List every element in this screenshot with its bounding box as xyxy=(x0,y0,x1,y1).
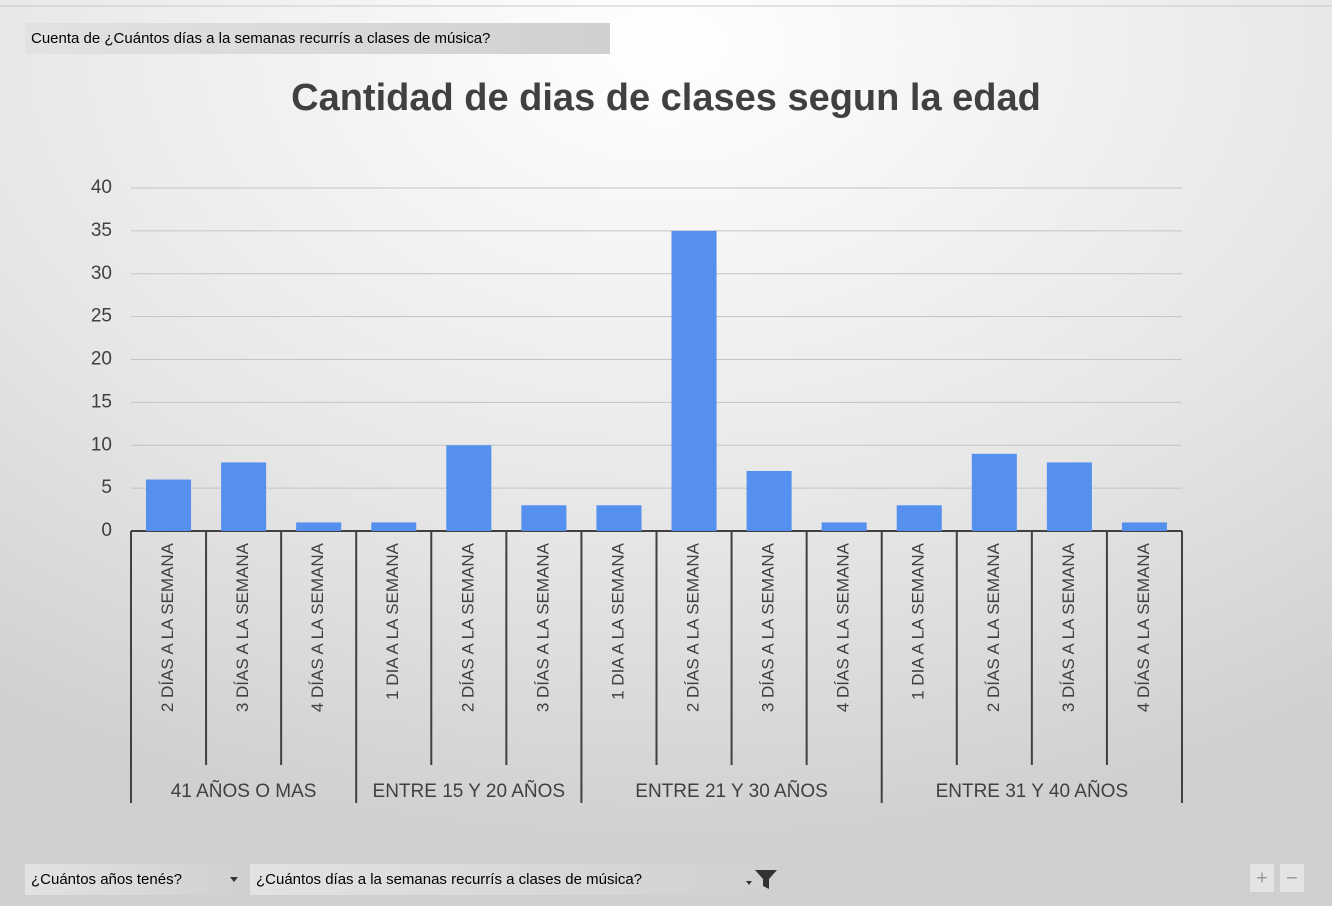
bar xyxy=(296,522,342,531)
bar xyxy=(821,522,867,531)
x-tick-label: 4 DÍAS A LA SEMANA xyxy=(308,542,327,712)
field-button-label[interactable]: ¿Cuántos días a la semanas recurrís a cl… xyxy=(256,871,642,888)
group-label: 41 AÑOS O MAS xyxy=(171,780,317,802)
bar xyxy=(1121,522,1167,531)
bar xyxy=(446,445,492,531)
x-tick-label: 2 DÍAS A LA SEMANA xyxy=(458,542,477,712)
bar xyxy=(971,453,1017,531)
zoom-out[interactable]: − xyxy=(1286,867,1298,889)
x-tick-label: 3 DÍAS A LA SEMANA xyxy=(533,542,552,712)
x-tick-label: 4 DÍAS A LA SEMANA xyxy=(1134,542,1153,712)
field-button[interactable] xyxy=(250,864,785,895)
group-label: ENTRE 15 Y 20 AÑOS xyxy=(373,780,566,802)
chart-title: Cantidad de dias de clases segun la edad xyxy=(291,77,1041,119)
bar xyxy=(896,505,942,531)
bar xyxy=(746,470,792,531)
y-tick-label: 30 xyxy=(91,263,112,284)
field-button-label[interactable]: Cuenta de ¿Cuántos días a la semanas rec… xyxy=(31,30,490,47)
y-tick-label: 10 xyxy=(91,434,112,455)
bar xyxy=(146,479,192,531)
x-tick-label: 2 DÍAS A LA SEMANA xyxy=(158,542,177,712)
x-tick-label: 4 DÍAS A LA SEMANA xyxy=(834,542,853,712)
x-tick-label: 2 DÍAS A LA SEMANA xyxy=(684,542,703,712)
dropdown-icon[interactable] xyxy=(230,877,238,882)
x-tick-label: 2 DÍAS A LA SEMANA xyxy=(984,542,1003,712)
y-tick-label: 35 xyxy=(91,220,112,241)
bar xyxy=(521,505,567,531)
x-tick-label: 1 DIA A LA SEMANA xyxy=(608,542,627,700)
bar xyxy=(221,462,267,531)
y-tick-label: 5 xyxy=(101,477,112,498)
bar xyxy=(1046,462,1092,531)
field-button[interactable] xyxy=(25,23,610,54)
y-tick-label: 25 xyxy=(91,306,112,327)
bar xyxy=(371,522,417,531)
zoom-button[interactable] xyxy=(1250,864,1274,892)
x-tick-label: 1 DIA A LA SEMANA xyxy=(909,542,928,700)
filter-icon[interactable] xyxy=(746,870,777,889)
x-tick-label: 3 DÍAS A LA SEMANA xyxy=(1059,542,1078,712)
field-button-label[interactable]: ¿Cuántos años tenés? xyxy=(31,871,182,888)
x-tick-label: 3 DÍAS A LA SEMANA xyxy=(233,542,252,712)
x-tick-label: 3 DÍAS A LA SEMANA xyxy=(759,542,778,712)
group-label: ENTRE 21 Y 30 AÑOS xyxy=(635,780,828,802)
y-tick-label: 15 xyxy=(91,391,112,412)
y-tick-label: 20 xyxy=(91,349,112,370)
field-button[interactable] xyxy=(25,864,248,895)
bar xyxy=(596,505,642,531)
bar xyxy=(671,230,717,531)
y-tick-label: 40 xyxy=(91,177,112,198)
x-tick-label: 1 DIA A LA SEMANA xyxy=(383,542,402,700)
zoom-button[interactable] xyxy=(1280,864,1304,892)
y-tick-label: 0 xyxy=(101,520,112,541)
group-label: ENTRE 31 Y 40 AÑOS xyxy=(936,780,1129,802)
zoom-in[interactable]: + xyxy=(1256,867,1268,889)
